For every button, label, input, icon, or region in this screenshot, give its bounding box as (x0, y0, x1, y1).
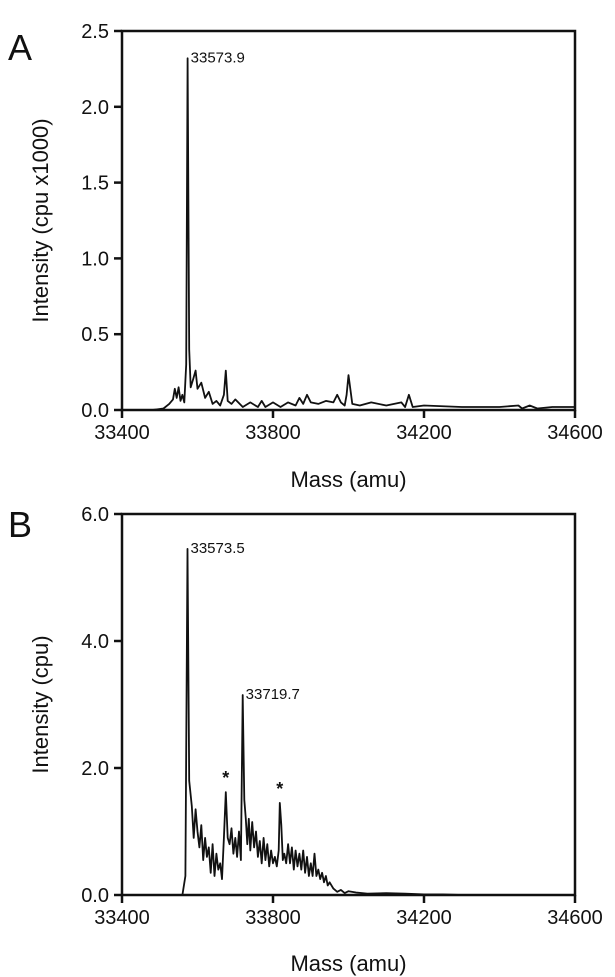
y-axis-title: Intensity (cpu x1000) (28, 118, 53, 322)
x-tick-label: 34600 (547, 422, 603, 444)
y-tick-label: 2.0 (81, 758, 109, 780)
plot-frame (120, 512, 577, 897)
spectrum-line (122, 57, 575, 411)
peak-label: 33573.5 (190, 540, 244, 557)
y-tick-label: 0.0 (81, 400, 109, 422)
y-axis-title: Intensity (cpu) (28, 635, 53, 773)
y-tick-label: 1.5 (81, 173, 109, 195)
peak-label: 33573.9 (191, 49, 245, 66)
spectrum-line (122, 548, 575, 896)
y-tick-label: 6.0 (81, 504, 109, 526)
x-tick-label: 33400 (94, 907, 150, 929)
y-tick-label: 2.5 (81, 21, 109, 43)
panel-letter: A (8, 27, 32, 68)
x-tick-label: 34200 (396, 422, 452, 444)
x-axis-title: Mass (amu) (290, 467, 406, 492)
y-tick-label: 4.0 (81, 631, 109, 653)
peak-asterisk: * (222, 768, 229, 788)
panel-b: B 33400 33800 34200 34600 0.0 2.0 4.0 6.0 Mass (a… (8, 504, 603, 976)
x-axis-title: Mass (amu) (290, 951, 406, 976)
y-tick-label: 1.0 (81, 248, 109, 270)
x-tick-label: 33400 (94, 422, 150, 444)
y-tick-label: 2.0 (81, 97, 109, 119)
peak-label: 33719.7 (246, 686, 300, 703)
peak-asterisk: * (276, 779, 283, 799)
panel-a: A 33400 33800 34200 34600 0.0 0.5 1.0 1.5 2.0 2.5 M… (8, 21, 603, 492)
plot-frame (120, 29, 577, 412)
x-tick-label: 34600 (547, 907, 603, 929)
x-tick-label: 34200 (396, 907, 452, 929)
x-tick-label: 33800 (245, 907, 301, 929)
y-tick-label: 0.0 (81, 885, 109, 907)
y-tick-label: 0.5 (81, 324, 109, 346)
panel-letter: B (8, 504, 32, 545)
x-tick-label: 33800 (245, 422, 301, 444)
